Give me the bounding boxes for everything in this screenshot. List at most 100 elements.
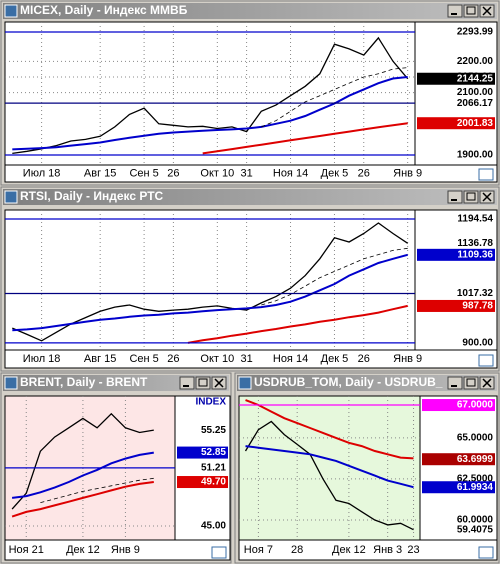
series-line [40,477,154,503]
title-bar [3,189,497,205]
price-box [417,299,495,312]
x-tick-label: 26 [167,167,179,179]
x-tick-label: Ноя 14 [273,167,308,179]
x-tick-label: Янв 9 [393,353,422,365]
button-glyph [466,192,476,201]
x-tick-label: Дек 12 [332,544,366,556]
panel-icon [238,376,252,390]
price-label: 51.21 [201,463,226,474]
y-tick-label: 60.0000 [457,515,494,526]
title-bar [237,375,497,391]
series-line [202,122,408,155]
x-tick-label: Авг 15 [84,353,116,365]
button-glyph [466,6,476,15]
price-box [422,481,495,494]
button-glyph [466,378,476,387]
x-tick-label: Ноя 21 [9,544,44,556]
panel-icon [4,4,18,18]
x-tick-label: 26 [167,353,179,365]
price-label: 63.6999 [457,454,494,465]
x-tick-label: Янв 3 [373,544,402,556]
x-tick-label: 31 [240,167,252,179]
y-tick-label: 2100.00 [457,87,494,98]
time-axis [4,539,231,561]
panel-title: BRENT, Daily - BRENT [20,375,148,389]
price-label: 987.78 [462,301,493,312]
plot-area [238,395,421,541]
x-tick-label: Янв 9 [393,167,422,179]
price-label: 67.0000 [457,400,494,411]
price-label: 1900.00 [457,150,494,161]
title-bar [3,3,497,19]
price-label: 2293.99 [457,27,494,38]
price-box [417,248,495,261]
x-tick-label: 31 [240,353,252,365]
minimize-button[interactable] [447,4,463,18]
x-tick-label: Июл 18 [23,167,61,179]
price-label: 59.4075 [457,524,494,535]
price-label: 1017.32 [457,288,494,299]
price-axis [414,209,498,351]
price-box [177,446,228,459]
axis-corner [478,546,494,559]
panel-icon [4,376,18,390]
panel-title: RTSI, Daily - Индекс РТС [20,189,164,203]
axis-header: INDEX [195,397,226,408]
x-tick-label: Ноя 7 [244,544,273,556]
x-tick-label: Ноя 14 [273,353,308,365]
series-line [261,247,408,306]
price-axis [419,395,498,541]
series-line [11,412,154,510]
series-line [11,451,154,499]
time-axis [4,349,498,369]
title-bar [3,375,229,391]
series-line [11,481,154,518]
x-tick-label: 28 [291,544,303,556]
button-glyph [198,378,208,387]
x-tick-label: Сен 5 [129,167,158,179]
price-label: 1194.54 [457,214,493,225]
y-tick-label: 65.0000 [457,433,494,444]
price-box [417,72,495,85]
series-line [261,67,408,128]
button-glyph [482,6,492,16]
x-tick-label: Дек 12 [66,544,100,556]
button-glyph [482,378,492,388]
price-box [417,117,495,130]
button-glyph [482,192,492,202]
price-label: 2066.17 [457,98,494,109]
x-tick-label: Окт 10 [200,353,234,365]
minimize-button[interactable] [447,190,463,204]
price-label: 52.85 [201,447,226,458]
series-line [12,76,408,151]
price-label: 49.70 [201,477,226,488]
price-label: 55.25 [201,425,226,436]
time-axis [4,164,498,183]
series-line [12,36,409,155]
price-label: 1109.36 [457,249,493,260]
panel-title: MICEX, Daily - Индекс ММВБ [20,3,188,17]
x-tick-label: Дек 5 [321,353,349,365]
y-tick-label: 2200.00 [457,56,494,67]
minimize-button[interactable] [447,376,463,390]
axis-corner [478,168,494,181]
price-label: 1136.78 [457,238,493,249]
series-line [12,253,408,332]
y-tick-label: 45.00 [201,521,226,532]
x-tick-label: Окт 10 [200,167,234,179]
button-glyph [214,378,224,388]
x-tick-label: Янв 9 [111,544,140,556]
y-tick-label: 62.5000 [457,474,494,485]
x-tick-label: 26 [358,167,370,179]
minimize-button[interactable] [179,376,195,390]
price-axis [174,395,231,541]
x-tick-label: Авг 15 [84,167,116,179]
price-label: 61.9934 [457,482,494,493]
time-axis [238,539,498,561]
price-label: 900.00 [462,337,493,348]
series-line [244,420,414,531]
price-label: 2001.83 [457,118,494,129]
series-line [187,304,408,344]
price-box [177,476,228,489]
